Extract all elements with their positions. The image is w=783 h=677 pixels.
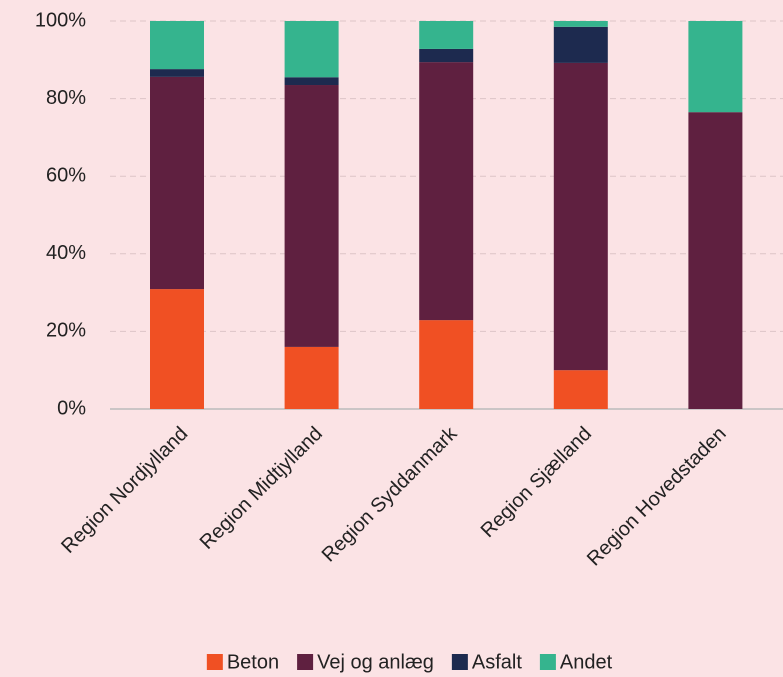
legend-swatch <box>206 654 223 670</box>
bar-segment <box>284 85 339 347</box>
y-tick-label: 40% <box>46 242 86 264</box>
bar-segment <box>553 21 608 27</box>
x-tick-label: Region Nordjylland <box>57 423 192 558</box>
bar-segment <box>688 112 743 410</box>
y-tick-label: 100% <box>35 9 86 31</box>
legend: Beton Vej og anlæg Asfalt Andet <box>206 651 613 673</box>
bar-segment <box>150 289 204 409</box>
x-tick-label: Region Sjælland <box>477 423 596 542</box>
bar-segment <box>150 21 204 70</box>
bar-segment <box>553 26 608 63</box>
y-tick-label: 80% <box>46 87 86 109</box>
legend-label: Asfalt <box>472 651 522 673</box>
y-tick-label: 20% <box>46 320 86 342</box>
legend-swatch <box>297 654 314 670</box>
bar-segment <box>284 346 339 409</box>
bar-segment <box>284 77 339 86</box>
bar-segment <box>688 21 743 113</box>
bar-segment <box>284 21 339 78</box>
legend-label: Beton <box>227 651 279 673</box>
legend-swatch <box>539 654 556 670</box>
bar-segment <box>419 48 474 63</box>
y-tick-label: 0% <box>57 397 86 419</box>
legend-label: Andet <box>560 651 613 673</box>
bar-segment <box>553 370 608 409</box>
bar-segment <box>419 21 474 49</box>
legend-label: Vej og anlæg <box>317 651 434 673</box>
bar-segment <box>419 62 474 321</box>
x-tick-label: Region Hovedstaden <box>583 423 731 571</box>
bar-segment <box>150 69 204 77</box>
bar-segment <box>419 320 474 409</box>
x-tick-label: Region Midtjylland <box>196 423 327 554</box>
legend-swatch <box>451 654 468 670</box>
bar-segment <box>150 76 204 290</box>
bar-segment <box>553 62 608 371</box>
y-tick-label: 60% <box>46 164 86 186</box>
x-tick-label: Region Syddanmark <box>318 422 462 566</box>
